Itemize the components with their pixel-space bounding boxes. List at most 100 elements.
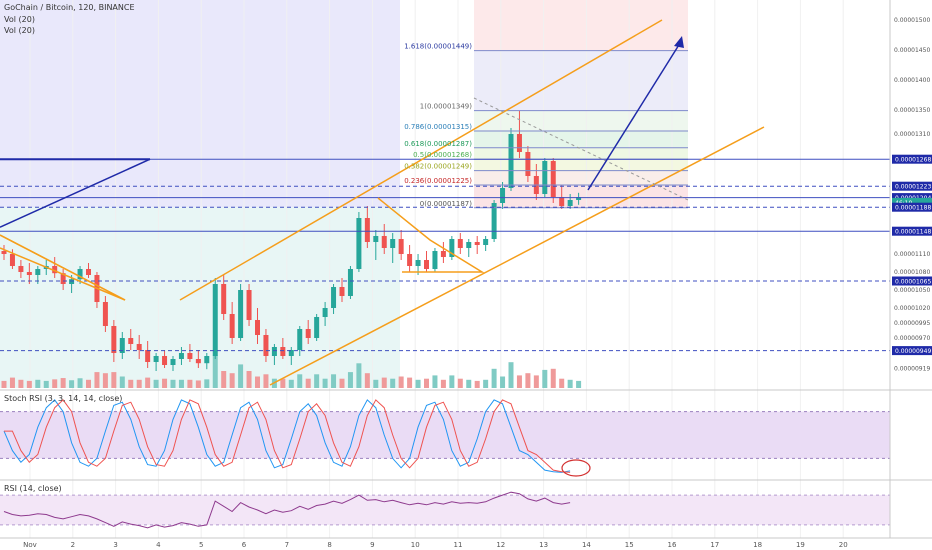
rsi-title: RSI (14, close) (4, 484, 62, 493)
candle-body (178, 353, 184, 359)
volume-bar (128, 379, 134, 388)
candle-body (35, 269, 41, 275)
fib-zone-6 (474, 185, 688, 208)
candle-body (407, 254, 413, 266)
volume-bar (69, 380, 75, 388)
fib-zone-2 (474, 131, 688, 148)
candle-body (466, 242, 472, 248)
candle-body (153, 356, 159, 362)
candle-body (483, 239, 489, 245)
volume-indicator-label-2: Vol (20) (4, 26, 35, 35)
price-axis-label: 0.00001080 (894, 269, 930, 276)
volume-bar (60, 378, 66, 388)
fib-zone-1 (474, 110, 688, 131)
volume-bar (52, 379, 58, 388)
volume-bar (26, 380, 32, 388)
volume-bar (314, 374, 320, 388)
candle-body (356, 218, 362, 269)
volume-bar (204, 379, 210, 388)
time-axis-label: 19 (796, 541, 805, 549)
trend-arrow-left (0, 158, 151, 228)
candle-body (347, 269, 353, 296)
candle-body (305, 329, 311, 338)
candle-body (18, 266, 24, 272)
volume-bar (542, 369, 548, 388)
candle-body (474, 242, 480, 245)
volume-bar (111, 372, 117, 388)
candle-body (542, 161, 548, 194)
time-axis-label: 12 (496, 541, 505, 549)
volume-bar (491, 368, 497, 388)
price-axis-label: 0.00001500 (894, 17, 930, 24)
time-axis-label: 3 (113, 541, 117, 549)
candle-body (398, 239, 404, 254)
candle-body (128, 338, 134, 344)
fib-level-label: 0.786(0.00001315) (404, 123, 472, 131)
price-axis-label: 0.00001450 (894, 47, 930, 54)
fib-level-label: 0(0.00001187) (420, 200, 472, 208)
candle-body (491, 203, 497, 239)
candle-body (26, 272, 32, 275)
oversold-highlight (561, 459, 591, 477)
volume-bar (18, 379, 24, 388)
price-tag (892, 226, 932, 236)
price-tag-label: 0.00001065 (895, 279, 931, 286)
candle-body (567, 200, 573, 206)
candle-body (390, 239, 396, 248)
price-tag-label: 0.00001223 (895, 184, 931, 191)
candle-body (373, 236, 379, 242)
time-axis-label: 10 (411, 541, 420, 549)
volume-bar (347, 372, 353, 388)
candle-body (187, 353, 193, 359)
fib-level-label: 0.382(0.00001249) (404, 163, 472, 171)
volume-bar (516, 375, 522, 388)
volume-bar (280, 378, 286, 388)
candle-body (1, 251, 7, 254)
candle-body (238, 290, 244, 338)
volume-bar (255, 376, 260, 388)
volume-bar (297, 374, 303, 388)
candle-body (576, 197, 582, 200)
candle-body (449, 239, 455, 257)
left-wedge-line (0, 234, 126, 301)
price-tag-label: 0.00001148 (895, 229, 931, 236)
volume-bar (86, 379, 91, 388)
price-tag-label: 0.00001268 (895, 157, 931, 164)
candle-body (263, 335, 269, 356)
volume-bar (331, 374, 337, 388)
volume-bar (381, 377, 387, 388)
candle-body (86, 269, 91, 275)
volume-bar (43, 380, 49, 388)
volume-bar (567, 379, 573, 388)
fib-level-label: 0.5(0.00001268) (413, 151, 472, 159)
volume-bar (229, 373, 235, 388)
volume-bar (221, 371, 227, 388)
channel-lower (269, 126, 765, 386)
volume-bar (162, 378, 168, 388)
wedge-pattern (377, 197, 485, 273)
volume-bar (364, 373, 370, 388)
volume-bar (550, 368, 556, 388)
fib-level-label: 1.618(0.00001449) (404, 43, 472, 51)
candle-body (204, 356, 210, 364)
candle-body (500, 188, 506, 203)
candle-body (195, 359, 201, 364)
time-axis-label: 18 (753, 541, 762, 549)
candle-body (255, 320, 260, 335)
volume-bar (373, 379, 379, 388)
stoch-rsi-title: Stoch RSI (3, 3, 14, 14, close) (4, 394, 123, 403)
volume-bar (424, 378, 429, 388)
price-tag (892, 181, 932, 191)
volume-bar (457, 378, 463, 388)
candle-body (271, 347, 277, 356)
price-axis-label: 0.00001350 (894, 107, 930, 114)
time-axis-label: 14 (582, 541, 591, 549)
time-axis-label: Nov (23, 541, 37, 549)
candle-body (331, 287, 337, 308)
volume-bar (559, 378, 565, 388)
price-axis-label: 0.00001310 (894, 131, 930, 138)
candle-body (136, 344, 142, 350)
time-axis-label: 9 (370, 541, 374, 549)
